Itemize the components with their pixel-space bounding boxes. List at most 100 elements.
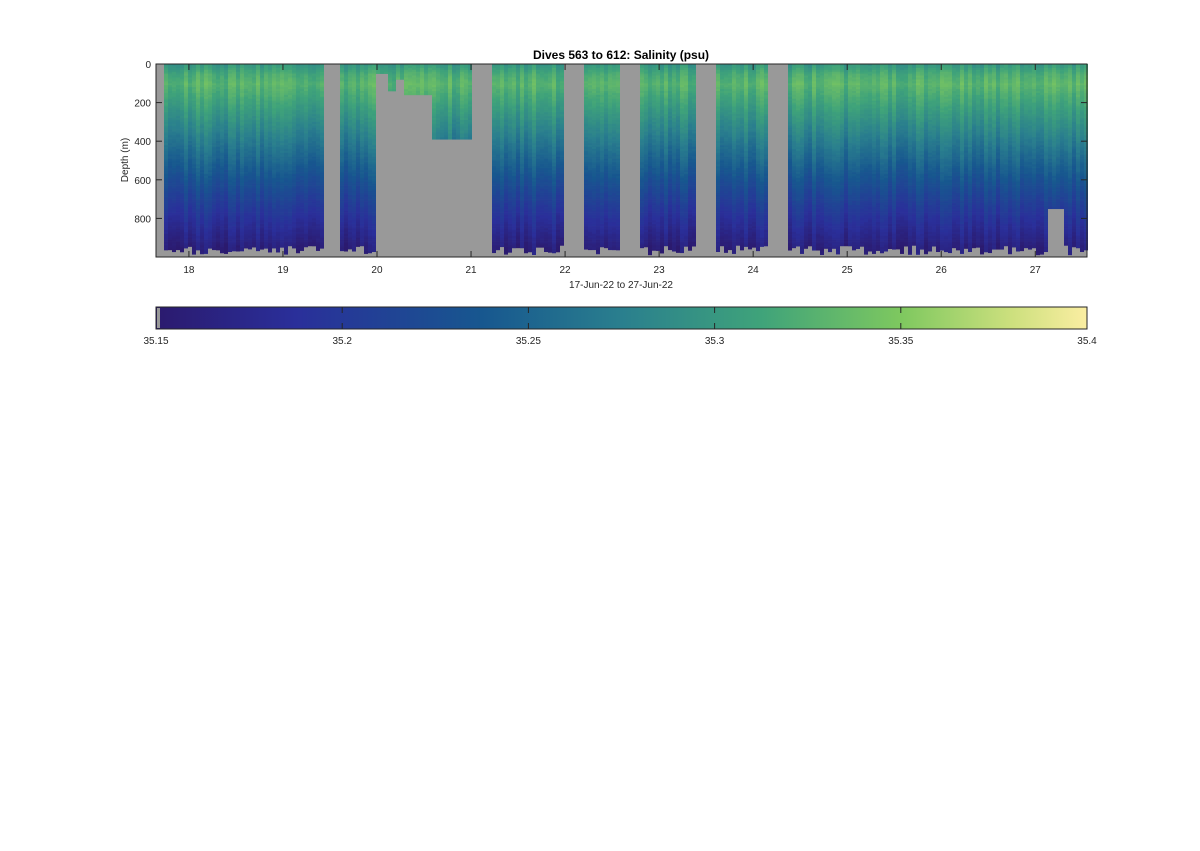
- x-tick-label: 27: [1030, 265, 1042, 276]
- profile-column: [268, 64, 272, 253]
- profile-column: [220, 64, 224, 254]
- profile-column: [1084, 64, 1088, 251]
- profile-column: [244, 64, 248, 249]
- profile-column: [392, 64, 396, 92]
- profile-column: [524, 64, 528, 254]
- profile-column: [340, 64, 344, 252]
- profile-column: [724, 64, 728, 253]
- profile-column: [960, 64, 964, 254]
- profile-column: [600, 64, 604, 248]
- profile-column: [528, 64, 532, 253]
- profile-column: [716, 64, 720, 253]
- colorbar-ticks: 35.15 35.2 35.25 35.3 35.35 35.4: [143, 307, 1097, 347]
- profile-column: [996, 64, 1000, 250]
- profile-column: [904, 64, 908, 247]
- x-tick-label: 19: [277, 265, 289, 276]
- y-axis-label: Depth (m): [120, 138, 131, 182]
- profile-column: [932, 64, 936, 247]
- profile-column: [744, 64, 748, 247]
- profile-column: [208, 64, 212, 249]
- profile-column: [1076, 64, 1080, 249]
- x-tick-label: 18: [183, 265, 195, 276]
- profile-column: [460, 64, 464, 140]
- profile-column: [640, 64, 644, 249]
- profile-column: [256, 64, 260, 252]
- profile-column: [680, 64, 684, 254]
- profile-column: [816, 64, 820, 251]
- colorbar-tick-label: 35.3: [705, 336, 725, 347]
- profile-column: [432, 64, 436, 140]
- profile-column: [296, 64, 300, 254]
- profile-column: [788, 64, 792, 251]
- profile-column: [500, 64, 504, 248]
- profile-column: [380, 64, 384, 74]
- profile-column: [348, 64, 352, 250]
- profile-column: [924, 64, 928, 255]
- profile-column: [492, 64, 496, 254]
- profile-column: [556, 64, 560, 253]
- profile-column: [1032, 64, 1036, 249]
- profile-column: [540, 64, 544, 248]
- plot-frame: [155, 63, 1088, 258]
- profile-column: [916, 64, 920, 255]
- profile-column: [252, 64, 256, 248]
- profile-column: [596, 64, 600, 255]
- profile-column: [416, 64, 420, 96]
- profile-column: [1024, 64, 1028, 249]
- profile-column: [212, 64, 216, 251]
- y-tick-label: 400: [134, 137, 151, 148]
- profile-column: [928, 64, 932, 252]
- profile-column: [588, 64, 592, 251]
- profile-column: [900, 64, 904, 254]
- profile-column: [448, 64, 452, 140]
- profile-column: [1064, 64, 1068, 246]
- profile-column: [908, 64, 912, 255]
- y-tick-label: 200: [134, 99, 151, 110]
- profile-column: [892, 64, 896, 250]
- profile-column: [760, 64, 764, 247]
- profile-column: [808, 64, 812, 247]
- colorbar-tick-label: 35.15: [143, 336, 168, 347]
- profile-column: [688, 64, 692, 251]
- colorbar-tick-label: 35.35: [888, 336, 913, 347]
- profile-column: [280, 64, 284, 248]
- profile-column: [364, 64, 368, 254]
- profile-column: [880, 64, 884, 254]
- profile-column: [264, 64, 268, 249]
- profile-column: [388, 64, 392, 92]
- profile-column: [868, 64, 872, 252]
- colorbar-missing-swatch: [157, 308, 160, 328]
- profile-column: [608, 64, 612, 251]
- x-tick-label: 24: [748, 265, 760, 276]
- profile-column: [504, 64, 508, 255]
- profile-column: [164, 64, 168, 251]
- profile-column: [320, 64, 324, 249]
- profile-column: [456, 64, 460, 140]
- x-tick-label: 21: [465, 265, 477, 276]
- profile-column: [584, 64, 588, 250]
- profile-column: [308, 64, 312, 247]
- profile-column: [792, 64, 796, 249]
- profile-column: [356, 64, 360, 247]
- profile-column: [200, 64, 204, 255]
- profile-column: [648, 64, 652, 256]
- x-axis: 18 19 20 21 22 23 24 25 26 27: [183, 64, 1041, 276]
- profile-column: [952, 64, 956, 249]
- profile-column: [464, 64, 468, 140]
- profile-column: [548, 64, 552, 253]
- profile-column: [980, 64, 984, 255]
- profile-column: [592, 64, 596, 251]
- profile-column: [764, 64, 768, 247]
- profile-column: [1020, 64, 1024, 252]
- profile-column: [1016, 64, 1020, 252]
- profile-column: [440, 64, 444, 140]
- x-tick-label: 23: [654, 265, 666, 276]
- profile-column: [304, 64, 308, 248]
- profile-column: [428, 64, 432, 96]
- profile-column: [976, 64, 980, 248]
- profile-column: [1068, 64, 1072, 256]
- profile-column: [1012, 64, 1016, 248]
- profile-column: [544, 64, 548, 253]
- profile-column: [172, 64, 176, 253]
- profile-column: [936, 64, 940, 253]
